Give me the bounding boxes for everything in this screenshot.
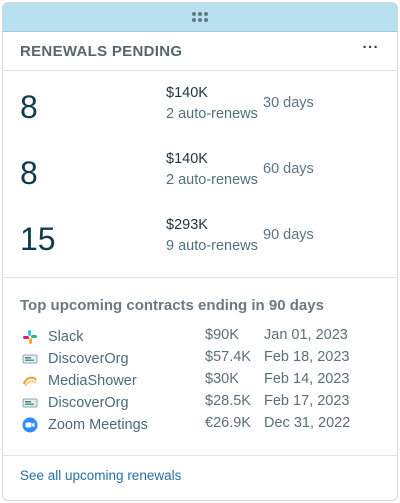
contract-name: Slack	[48, 329, 84, 345]
renewal-count: 8	[20, 89, 38, 125]
renewal-window: 30 days	[263, 95, 314, 111]
renewal-row-90-days[interactable]: 15 $293K 9 auto-renews 90 days	[3, 215, 397, 265]
contract-name: DiscoverOrg	[48, 395, 129, 411]
renewal-window: 60 days	[263, 161, 314, 177]
renewal-amount: $140K	[166, 85, 208, 101]
contract-row-zoom-meetings[interactable]: Zoom Meetings €26.9K Dec 31, 2022	[22, 415, 372, 437]
contract-value: $57.4K	[205, 349, 251, 365]
renewal-amount: $140K	[166, 151, 208, 167]
widget-title: RENEWALS PENDING	[20, 42, 183, 60]
renewal-window: 90 days	[263, 227, 314, 243]
widget-header: RENEWALS PENDING ···	[3, 32, 397, 71]
contract-name: DiscoverOrg	[48, 351, 129, 367]
contract-row-discoverorg[interactable]: DiscoverOrg $28.5K Feb 17, 2023	[22, 393, 372, 415]
contract-name: MediaShower	[48, 373, 137, 389]
contract-name: Zoom Meetings	[48, 417, 148, 433]
auto-renews-count: 2 auto-renews	[166, 172, 258, 188]
contract-end-date: Feb 14, 2023	[264, 371, 350, 387]
contract-end-date: Feb 17, 2023	[264, 393, 350, 409]
drag-grip-icon	[192, 12, 208, 22]
auto-renews-count: 2 auto-renews	[166, 106, 258, 122]
contract-value: €26.9K	[205, 415, 251, 431]
renewals-summary: 8 $140K 2 auto-renews 30 days 8 $140K 2 …	[3, 71, 397, 278]
more-options-button[interactable]: ···	[362, 39, 379, 56]
mediashower-icon	[23, 376, 37, 387]
drag-handle[interactable]	[3, 3, 397, 32]
discoverorg-icon	[22, 398, 38, 408]
discoverorg-icon	[22, 354, 38, 364]
see-all-renewals-link[interactable]: See all upcoming renewals	[20, 468, 182, 483]
contract-row-discoverorg[interactable]: DiscoverOrg $57.4K Feb 18, 2023	[22, 349, 372, 371]
renewal-row-30-days[interactable]: 8 $140K 2 auto-renews 30 days	[3, 83, 397, 133]
contract-row-mediashower[interactable]: MediaShower $30K Feb 14, 2023	[22, 371, 372, 393]
renewal-amount: $293K	[166, 217, 208, 233]
renewal-count: 15	[20, 221, 56, 257]
top-contracts-title: Top upcoming contracts ending in 90 days	[20, 297, 324, 314]
renewal-row-60-days[interactable]: 8 $140K 2 auto-renews 60 days	[3, 149, 397, 199]
slack-icon	[23, 330, 37, 344]
contract-row-slack[interactable]: Slack $90K Jan 01, 2023	[22, 327, 372, 349]
contract-value: $30K	[205, 371, 239, 387]
zoom-icon	[22, 417, 38, 433]
auto-renews-count: 9 auto-renews	[166, 238, 258, 254]
contract-end-date: Feb 18, 2023	[264, 349, 350, 365]
contract-end-date: Dec 31, 2022	[264, 415, 351, 431]
contract-value: $90K	[205, 327, 239, 343]
contract-value: $28.5K	[205, 393, 251, 409]
contract-end-date: Jan 01, 2023	[264, 327, 348, 343]
renewal-count: 8	[20, 155, 38, 191]
widget-footer: See all upcoming renewals	[3, 455, 397, 500]
